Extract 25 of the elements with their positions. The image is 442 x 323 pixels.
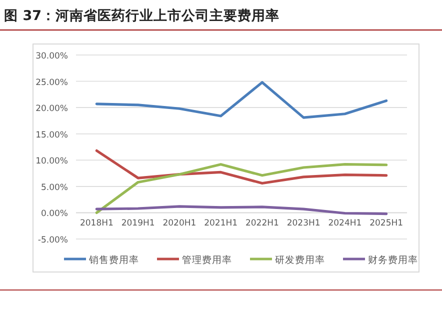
x-tick-label: 2024H1 xyxy=(328,218,362,229)
y-tick-label: 5.00% xyxy=(40,182,68,193)
y-tick-label: 15.00% xyxy=(36,130,68,140)
line-series xyxy=(95,81,388,119)
legend-label: 财务费用率 xyxy=(368,254,418,266)
x-tick-label: 2019H1 xyxy=(121,218,155,229)
line-series xyxy=(95,205,388,216)
y-tick-label: 25.00% xyxy=(36,78,68,88)
x-tick-label: 2022H1 xyxy=(245,218,279,229)
legend-label: 研发费用率 xyxy=(275,254,325,266)
line-series xyxy=(95,163,388,214)
x-tick-label: 2023H1 xyxy=(286,218,320,229)
x-tick-label: 2021H1 xyxy=(204,218,238,229)
y-tick-label: -5.00% xyxy=(38,236,68,246)
line-series xyxy=(95,149,388,185)
y-tick-label: 10.00% xyxy=(36,156,68,167)
y-tick-label: 20.00% xyxy=(36,104,68,114)
y-tick-label: 30.00% xyxy=(36,52,68,62)
chart-title: 图 37：河南省医药行业上市公司主要费用率 xyxy=(4,7,280,24)
legend-label: 管理费用率 xyxy=(182,254,232,266)
legend-label: 销售费用率 xyxy=(88,254,139,266)
x-tick-label: 2018H1 xyxy=(80,218,114,229)
y-tick-label: 0.00% xyxy=(40,209,68,220)
x-tick-label: 2020H1 xyxy=(162,218,196,229)
x-tick-label: 2025H1 xyxy=(370,218,404,229)
